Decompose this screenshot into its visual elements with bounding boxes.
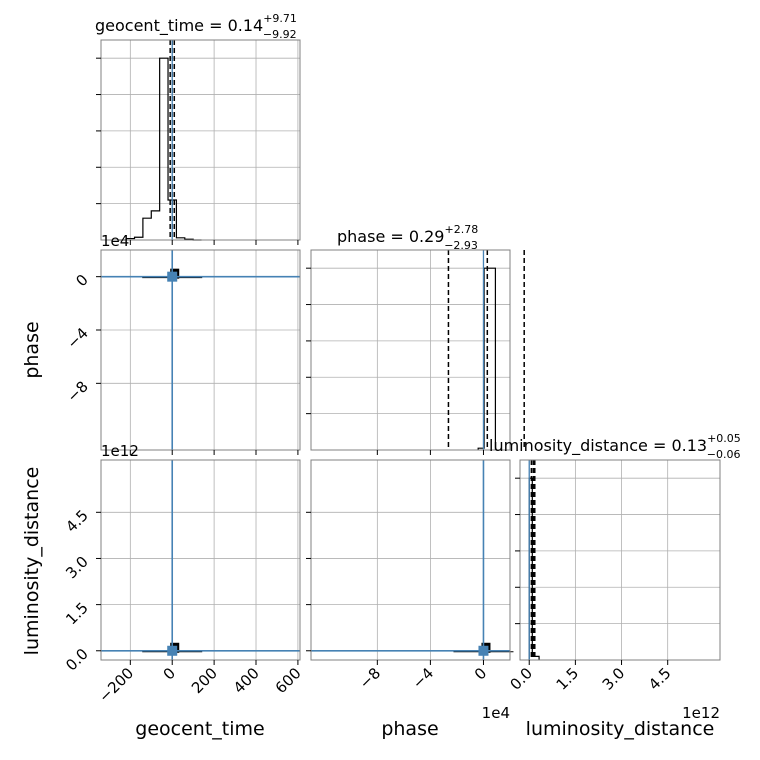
geocent_time-luminosity_distance-2d-xtick-label-2: 200 bbox=[188, 664, 221, 697]
xlabel-luminosity-distance: luminosity_distance bbox=[526, 718, 715, 740]
geocent_time-luminosity_distance-2d-ytick-label-3: 4.5 bbox=[62, 506, 92, 536]
data-layer bbox=[101, 40, 540, 660]
offset-text-luminosity-distance-x: 1e12 bbox=[682, 704, 720, 722]
geocent_time-phase-2d-ytick-label-2: −8 bbox=[63, 377, 91, 405]
geocent_time-luminosity_distance-2d-ytick-label-1: 1.5 bbox=[62, 599, 92, 629]
phase-hist-frame bbox=[310, 249, 511, 451]
geocent_time-luminosity_distance-2d-xtick-label-3: 400 bbox=[230, 664, 263, 697]
geocent_time-phase-2d-ytick-label-0: 0 bbox=[72, 271, 91, 290]
geocent_time-luminosity_distance-2d-frame bbox=[100, 459, 301, 661]
offset-text-luminosity-distance-y: 1e12 bbox=[101, 442, 139, 460]
geocent_time-hist-bar-5 bbox=[160, 58, 168, 240]
geocent_time-luminosity_distance-2d-truth-marker bbox=[167, 645, 178, 656]
title-geocent-time: geocent_time = 0.14+9.71 −9.92 bbox=[95, 12, 297, 41]
ylabel-luminosity-distance: luminosity_distance bbox=[21, 467, 43, 656]
geocent_time-luminosity_distance-2d-ytick-label-2: 3.0 bbox=[62, 553, 92, 583]
geocent_time-hist-step bbox=[117, 57, 202, 241]
offset-text-phase-y: 1e4 bbox=[101, 232, 129, 250]
luminosity_distance-hist-xtick-label-0: 0.0 bbox=[506, 664, 536, 694]
phase-hist-step bbox=[477, 267, 497, 450]
title-phase: phase = 0.29+2.78 −2.93 bbox=[337, 223, 478, 252]
geocent_time-luminosity_distance-2d-xtick-label-1: 0 bbox=[160, 664, 179, 683]
luminosity_distance-hist-xtick-label-1: 1.5 bbox=[553, 664, 583, 694]
phase-hist-bar-1 bbox=[484, 268, 495, 450]
grid-layer bbox=[101, 40, 720, 660]
phase-luminosity_distance-2d-truth-marker bbox=[478, 645, 489, 656]
frame-layer bbox=[96, 39, 721, 665]
geocent_time-luminosity_distance-2d-xtick-label-0: −200 bbox=[95, 664, 137, 706]
offset-text-phase-x: 1e4 bbox=[482, 704, 510, 722]
luminosity_distance-hist-frame bbox=[519, 459, 721, 661]
xlabel-phase: phase bbox=[381, 718, 438, 740]
geocent_time-luminosity_distance-2d-xtick-label-4: 600 bbox=[272, 664, 305, 697]
title-luminosity-distance: luminosity_distance = 0.13+0.05 −0.06 bbox=[489, 432, 741, 461]
geocent_time-phase-2d-ytick-label-1: −4 bbox=[63, 324, 91, 352]
phase-luminosity_distance-2d-frame bbox=[310, 459, 511, 661]
luminosity_distance-hist-xtick-label-2: 3.0 bbox=[599, 664, 629, 694]
phase-luminosity_distance-2d-xtick-label-2: 0 bbox=[471, 664, 490, 683]
geocent_time-phase-2d-truth-marker bbox=[167, 271, 178, 282]
luminosity_distance-hist-xtick-label-3: 4.5 bbox=[645, 664, 675, 694]
xlabel-geocent-time: geocent_time bbox=[135, 718, 264, 740]
text-layer: geocent_time = 0.14+9.71 −9.92 phase = 0.… bbox=[21, 12, 741, 740]
geocent_time-hist-bar-3 bbox=[143, 218, 151, 240]
phase-luminosity_distance-2d-xtick-label-0: −8 bbox=[356, 664, 384, 692]
geocent_time-hist-bar-4 bbox=[151, 211, 159, 240]
geocent_time-hist-frame bbox=[100, 39, 301, 241]
phase-luminosity_distance-2d-xtick-label-1: −4 bbox=[409, 664, 437, 692]
geocent_time-luminosity_distance-2d-ytick-label-0: 0.0 bbox=[62, 645, 92, 675]
ylabel-phase: phase bbox=[21, 321, 43, 378]
geocent_time-phase-2d-frame bbox=[100, 249, 301, 451]
